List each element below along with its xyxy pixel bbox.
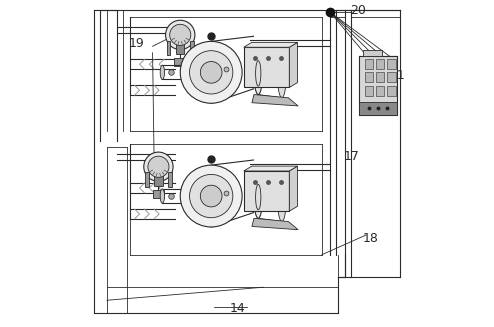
Bar	[145, 172, 149, 187]
Ellipse shape	[160, 189, 165, 203]
Ellipse shape	[254, 176, 262, 218]
Bar	[154, 174, 163, 186]
Bar	[365, 59, 373, 69]
Bar	[387, 73, 396, 82]
Polygon shape	[244, 166, 297, 171]
Ellipse shape	[278, 179, 286, 221]
Bar	[376, 86, 384, 96]
Ellipse shape	[180, 42, 242, 103]
Ellipse shape	[254, 52, 262, 95]
Text: 14: 14	[229, 302, 245, 315]
Circle shape	[165, 20, 195, 49]
Bar	[376, 73, 384, 82]
Bar	[153, 190, 165, 198]
Polygon shape	[244, 171, 289, 211]
Text: 17: 17	[343, 150, 359, 164]
Ellipse shape	[180, 165, 242, 227]
Bar	[376, 59, 384, 69]
Bar	[359, 56, 397, 115]
Bar	[363, 50, 382, 56]
Ellipse shape	[201, 185, 222, 207]
Bar	[365, 86, 373, 96]
Ellipse shape	[278, 56, 286, 98]
Ellipse shape	[190, 51, 233, 94]
Bar	[387, 59, 396, 69]
Bar	[365, 73, 373, 82]
Polygon shape	[289, 166, 297, 211]
Bar	[166, 41, 170, 55]
Ellipse shape	[201, 61, 222, 83]
Polygon shape	[252, 218, 298, 230]
Bar	[174, 58, 186, 66]
Ellipse shape	[190, 174, 233, 218]
Bar	[168, 172, 172, 187]
Ellipse shape	[160, 65, 165, 79]
Polygon shape	[244, 43, 297, 47]
Ellipse shape	[248, 173, 259, 199]
Polygon shape	[244, 47, 289, 87]
Text: 19: 19	[128, 37, 144, 49]
Text: 21: 21	[389, 69, 405, 82]
Circle shape	[170, 24, 191, 45]
Polygon shape	[289, 43, 297, 87]
Bar	[359, 102, 397, 115]
Text: 20: 20	[350, 4, 366, 17]
Bar	[176, 42, 184, 54]
Bar	[387, 86, 396, 96]
Text: 18: 18	[363, 232, 379, 245]
Bar	[190, 41, 194, 55]
Circle shape	[144, 152, 173, 181]
Polygon shape	[252, 95, 298, 106]
Circle shape	[148, 156, 169, 177]
Ellipse shape	[248, 49, 259, 76]
